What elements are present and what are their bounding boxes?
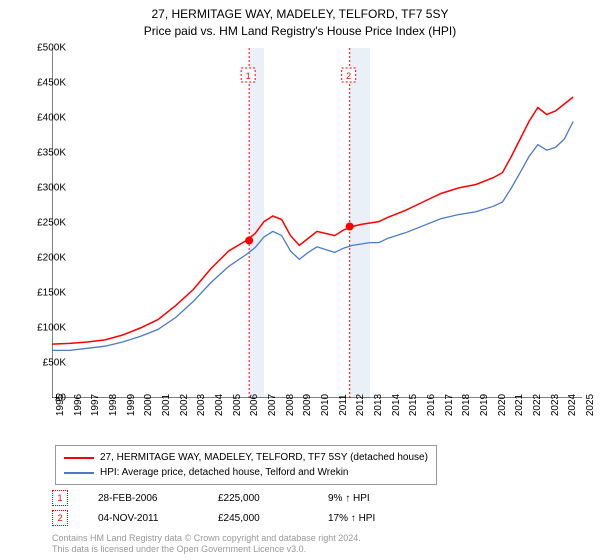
x-tick-label: 2011 <box>338 394 349 416</box>
y-tick-label: £400K <box>37 113 66 124</box>
marker-pct: 9% ↑ HPI <box>328 493 418 504</box>
x-tick-label: 1998 <box>108 394 119 416</box>
footer-line: This data is licensed under the Open Gov… <box>52 544 361 556</box>
marker-price: £225,000 <box>218 493 328 504</box>
x-tick-label: 2014 <box>391 394 402 416</box>
y-tick-label: £100K <box>37 323 66 334</box>
x-tick-label: 2016 <box>426 394 437 416</box>
y-tick-label: £50K <box>43 358 66 369</box>
line-chart: 12 <box>52 48 582 398</box>
marker-price: £245,000 <box>218 513 328 524</box>
legend-label: 27, HERMITAGE WAY, MADELEY, TELFORD, TF7… <box>100 450 428 465</box>
legend: 27, HERMITAGE WAY, MADELEY, TELFORD, TF7… <box>55 445 437 485</box>
x-tick-label: 2001 <box>161 394 172 416</box>
marker-date: 04-NOV-2011 <box>98 513 218 524</box>
x-tick-label: 2005 <box>232 394 243 416</box>
x-tick-label: 2009 <box>302 394 313 416</box>
x-tick-label: 2019 <box>479 394 490 416</box>
marker-row: 2 04-NOV-2011 £245,000 17% ↑ HPI <box>52 508 418 528</box>
y-tick-label: £200K <box>37 253 66 264</box>
legend-item: HPI: Average price, detached house, Telf… <box>64 465 428 480</box>
x-tick-label: 2015 <box>408 394 419 416</box>
x-tick-label: 1995 <box>55 394 66 416</box>
page-title: 27, HERMITAGE WAY, MADELEY, TELFORD, TF7… <box>0 0 600 23</box>
footer: Contains HM Land Registry data © Crown c… <box>52 533 361 556</box>
x-tick-label: 2017 <box>444 394 455 416</box>
footer-line: Contains HM Land Registry data © Crown c… <box>52 533 361 545</box>
markers-table: 1 28-FEB-2006 £225,000 9% ↑ HPI 2 04-NOV… <box>52 488 418 528</box>
x-tick-label: 2013 <box>373 394 384 416</box>
x-tick-label: 1997 <box>90 394 101 416</box>
x-tick-label: 2002 <box>179 394 190 416</box>
x-tick-label: 1996 <box>73 394 84 416</box>
x-tick-label: 2022 <box>532 394 543 416</box>
x-tick-label: 2000 <box>143 394 154 416</box>
legend-label: HPI: Average price, detached house, Telf… <box>100 465 349 480</box>
x-tick-label: 2006 <box>249 394 260 416</box>
x-tick-label: 2012 <box>355 394 366 416</box>
x-tick-label: 2023 <box>550 394 561 416</box>
x-tick-label: 2010 <box>320 394 331 416</box>
y-tick-label: £450K <box>37 78 66 89</box>
x-tick-label: 2020 <box>497 394 508 416</box>
y-tick-label: £150K <box>37 288 66 299</box>
marker-pct: 17% ↑ HPI <box>328 513 418 524</box>
svg-text:1: 1 <box>246 71 251 81</box>
chart-area: 12 <box>52 48 582 398</box>
legend-swatch <box>64 472 94 474</box>
x-tick-label: 2024 <box>567 394 578 416</box>
legend-swatch <box>64 457 94 459</box>
x-tick-label: 2025 <box>585 394 596 416</box>
y-tick-label: £300K <box>37 183 66 194</box>
marker-date: 28-FEB-2006 <box>98 493 218 504</box>
y-tick-label: £350K <box>37 148 66 159</box>
page-subtitle: Price paid vs. HM Land Registry's House … <box>0 23 600 40</box>
svg-text:2: 2 <box>346 71 351 81</box>
x-tick-label: 2004 <box>214 394 225 416</box>
y-tick-label: £250K <box>37 218 66 229</box>
legend-item: 27, HERMITAGE WAY, MADELEY, TELFORD, TF7… <box>64 450 428 465</box>
marker-badge: 2 <box>52 510 68 526</box>
x-tick-label: 2018 <box>461 394 472 416</box>
x-tick-label: 2007 <box>267 394 278 416</box>
x-tick-label: 2008 <box>285 394 296 416</box>
marker-row: 1 28-FEB-2006 £225,000 9% ↑ HPI <box>52 488 418 508</box>
x-tick-label: 2021 <box>514 394 525 416</box>
y-tick-label: £500K <box>37 43 66 54</box>
marker-badge: 1 <box>52 490 68 506</box>
x-tick-label: 2003 <box>196 394 207 416</box>
x-tick-label: 1999 <box>126 394 137 416</box>
